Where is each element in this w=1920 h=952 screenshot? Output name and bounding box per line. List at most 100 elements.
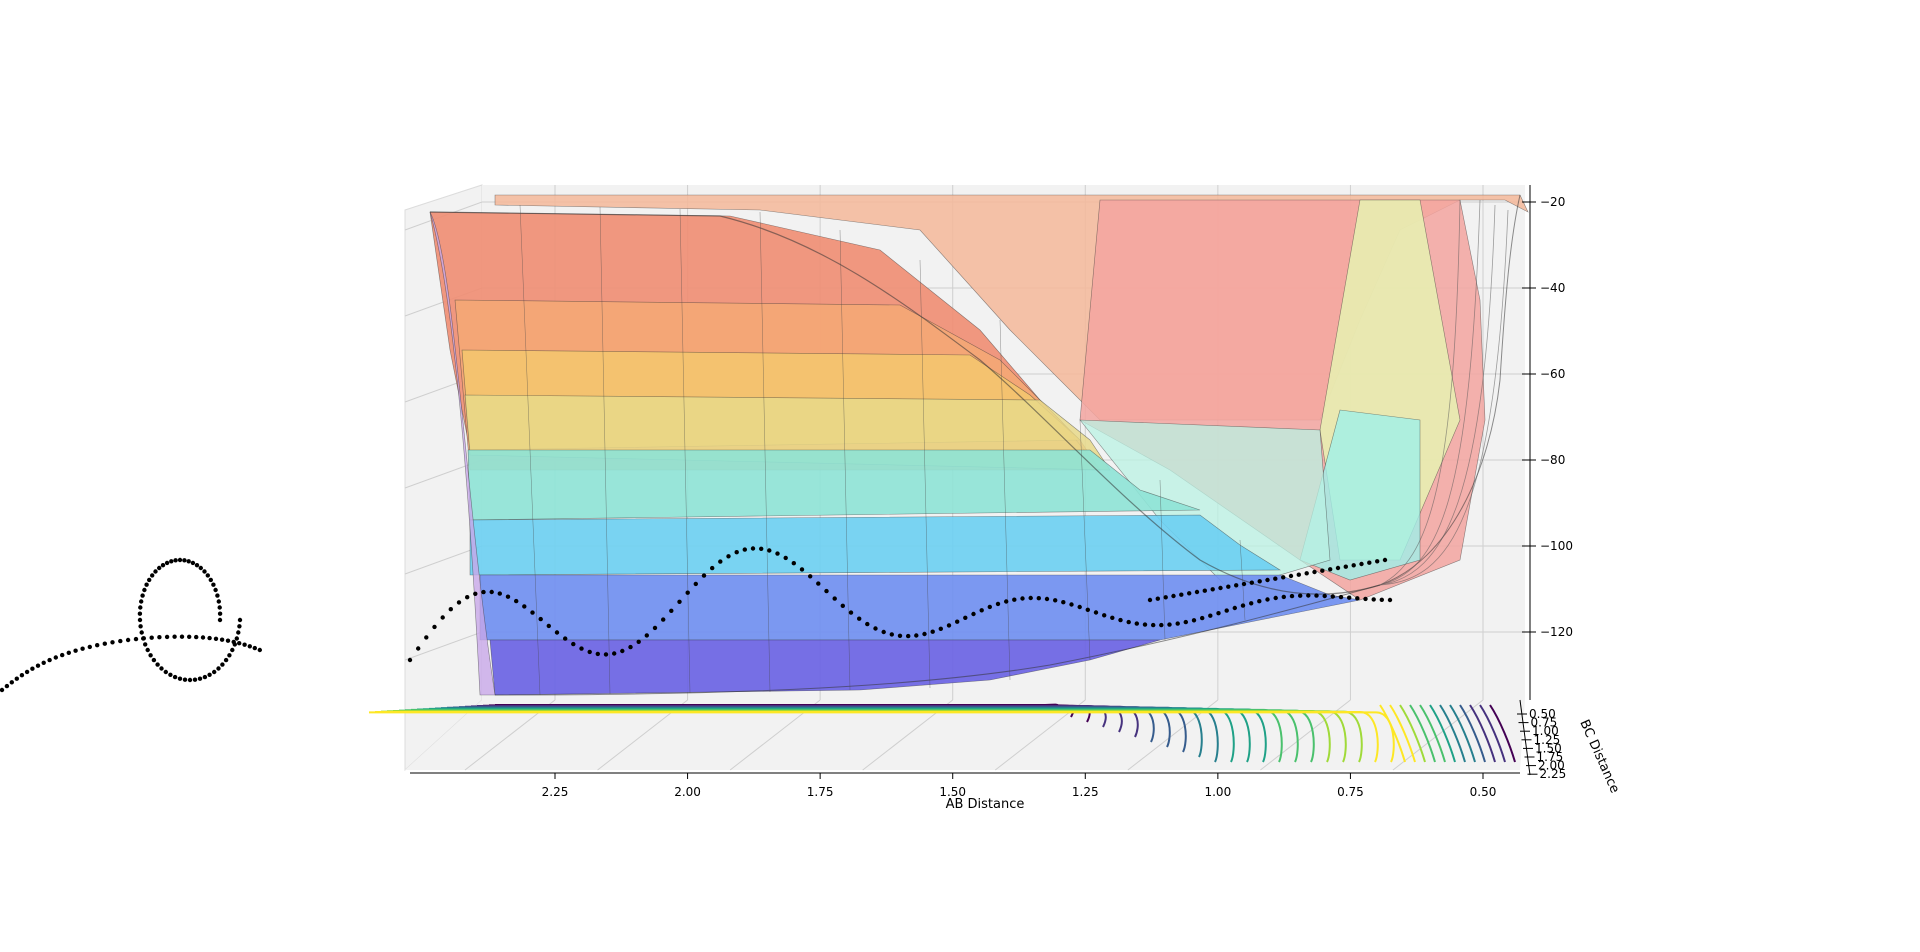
trajectory-point <box>148 653 153 658</box>
trajectory-point <box>173 558 178 563</box>
trajectory-point <box>1387 597 1393 603</box>
trajectory-point <box>563 636 568 641</box>
trajectory-point <box>95 643 100 648</box>
trajectory-point <box>153 569 158 574</box>
x-tick-label: 1.00 <box>1204 785 1231 799</box>
trajectory-point <box>1249 580 1255 585</box>
trajectory-point <box>182 677 188 682</box>
trajectory-point <box>710 565 715 571</box>
trajectory-point <box>554 630 560 635</box>
trajectory-point <box>252 645 257 651</box>
trajectory-point <box>202 674 208 680</box>
trajectory-point <box>987 604 992 610</box>
trajectory-point <box>194 634 199 640</box>
grid-line <box>1392 699 1484 771</box>
trajectory-point <box>1249 601 1254 606</box>
trajectory-point <box>198 565 203 571</box>
trajectory-point <box>24 669 30 675</box>
contour-line <box>1389 704 1416 763</box>
trajectory-point <box>1257 599 1262 604</box>
trajectory-point <box>407 657 413 663</box>
trajectory-point <box>216 666 221 671</box>
trajectory-point <box>1175 621 1180 626</box>
trajectory-point <box>522 604 527 609</box>
trajectory-point <box>473 591 478 596</box>
trajectory-point <box>213 636 219 641</box>
trajectory-point <box>110 640 115 645</box>
trajectory-point <box>157 635 162 640</box>
trajectory-point <box>1118 617 1123 623</box>
x-tick-label: 0.75 <box>1337 785 1364 799</box>
z-tick-label: −100 <box>1540 539 1573 553</box>
trajectory-point <box>1028 595 1033 601</box>
trajectory-point <box>216 599 221 604</box>
trajectory-point <box>1183 619 1189 625</box>
trajectory-point <box>145 647 150 653</box>
trajectory-point <box>1304 571 1309 576</box>
surface-right-fan <box>1379 199 1509 586</box>
y-axis: 0.500.751.001.251.501.752.002.25 BC Dist… <box>1517 699 1622 796</box>
trajectory-point <box>440 615 445 620</box>
trajectory-point <box>164 560 170 566</box>
y-tick-label: 1.00 <box>1532 724 1559 738</box>
trajectory-point <box>767 548 772 553</box>
trajectory-point <box>230 647 235 653</box>
trajectory-point <box>207 672 212 677</box>
trajectory-point <box>219 637 225 642</box>
trajectory-point <box>505 594 511 599</box>
trajectory-point <box>157 565 162 571</box>
z-tick-label: −40 <box>1540 281 1565 295</box>
trajectory-point <box>1312 569 1317 575</box>
trajectory-point <box>742 547 747 552</box>
trajectory-point <box>701 573 707 578</box>
trajectory-point <box>182 558 187 563</box>
trajectory-point <box>1298 593 1303 598</box>
trajectory-point <box>139 630 144 635</box>
trajectory-point <box>213 587 218 593</box>
trajectory-point <box>227 653 232 658</box>
trajectory-point <box>60 652 65 658</box>
trajectory-point <box>187 634 192 639</box>
trajectory-point <box>30 666 35 671</box>
trajectory-point <box>832 596 837 601</box>
trajectory-point <box>118 638 123 644</box>
trajectory-point <box>160 563 166 568</box>
trajectory-point <box>138 624 143 629</box>
trajectory-point <box>1147 597 1153 603</box>
trajectory-point <box>456 600 462 605</box>
trajectory-point <box>1289 593 1295 599</box>
trajectory-point <box>881 629 886 635</box>
trajectory-point <box>1200 615 1205 621</box>
x-axis: 2.25 2.00 1.75 1.50 1.25 1.00 0.75 0.50 AB Dist… <box>410 772 1520 812</box>
trajectory-point <box>1281 575 1286 580</box>
surface-mesh-1 <box>519 204 1246 696</box>
trajectory-point <box>1126 619 1131 625</box>
trajectory-point <box>1159 622 1164 628</box>
trajectory-point <box>125 637 131 643</box>
trajectory-point <box>1053 598 1058 603</box>
contour-line <box>1419 704 1446 763</box>
y-axis-line <box>1519 699 1531 776</box>
trajectory-point <box>215 593 220 598</box>
trajectory-point <box>163 669 168 675</box>
trajectory-point <box>205 573 210 578</box>
trajectory-point <box>190 560 196 566</box>
trajectory-point <box>140 593 145 598</box>
trajectory-point <box>144 582 149 587</box>
grid-line <box>404 631 483 661</box>
x-tick-label: 0.50 <box>1470 785 1497 799</box>
trajectory-point <box>677 599 682 604</box>
trajectory-point <box>194 563 200 568</box>
x-tick-label: 1.75 <box>807 785 834 799</box>
trajectory-point <box>1110 615 1115 620</box>
trajectory-point <box>1142 622 1148 627</box>
trajectory-point <box>465 595 470 600</box>
trajectory-point <box>1328 567 1333 572</box>
trajectory-point <box>865 621 870 627</box>
trajectory-point <box>207 635 212 641</box>
trajectory-point <box>652 625 658 631</box>
trajectory-point <box>587 649 592 655</box>
trajectory-point <box>938 626 943 631</box>
trajectory-point <box>718 559 723 564</box>
trajectory-point <box>80 646 85 651</box>
